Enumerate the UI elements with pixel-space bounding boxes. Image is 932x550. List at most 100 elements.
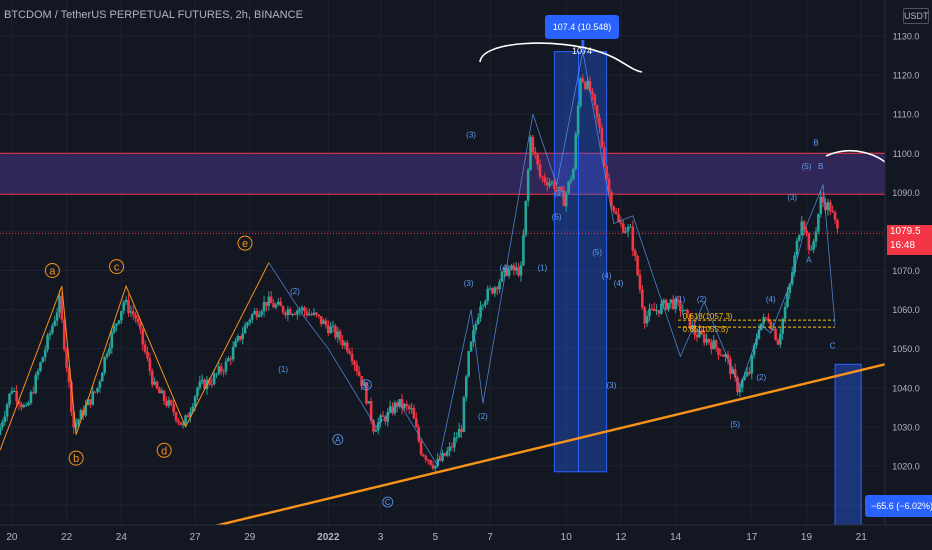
y-tick-label: 1030.0: [892, 422, 920, 432]
measure-label-down[interactable]: −65.6 (−6.02%) −656: [865, 495, 932, 517]
last-price-value: 1079.5: [890, 226, 921, 237]
candle-body: [736, 377, 739, 393]
candle-body: [698, 330, 701, 338]
candle-body: [629, 226, 632, 228]
candle-body: [281, 306, 285, 313]
candle-body: [155, 381, 159, 389]
candle-body: [431, 464, 435, 469]
candle-body: [802, 221, 806, 231]
candle-body: [569, 179, 573, 182]
candle-body: [498, 281, 501, 290]
wave-label: (5): [552, 213, 562, 222]
candle-body: [139, 322, 142, 329]
candle-body: [274, 304, 278, 308]
candle-body: [279, 301, 283, 307]
candle-body: [755, 338, 758, 346]
candle-body: [700, 330, 704, 334]
candle-body: [357, 371, 361, 377]
candle-body: [674, 298, 677, 309]
y-tick-label: 1040.0: [892, 383, 920, 393]
candle-body: [683, 309, 687, 311]
candle-body: [560, 186, 563, 191]
candle-body: [598, 117, 601, 128]
candle-body: [607, 178, 611, 193]
candle-body: [219, 366, 223, 372]
candle-body: [200, 379, 204, 382]
candle-body: [821, 196, 825, 203]
candle-body: [1, 422, 4, 427]
candle-body: [786, 292, 789, 307]
candle-body: [441, 452, 444, 461]
candle-body: [460, 428, 463, 432]
candle-body: [229, 358, 233, 360]
candle-body: [600, 127, 604, 148]
candle-body: [331, 325, 335, 327]
candle-body: [395, 402, 399, 407]
candle-body: [79, 410, 83, 420]
candle-body: [512, 265, 516, 271]
candle-body: [32, 392, 35, 394]
candle-body: [426, 459, 430, 461]
candle-body: [545, 181, 549, 186]
candle-body: [484, 301, 487, 306]
candle-body: [343, 342, 347, 346]
currency-badge[interactable]: USDT: [903, 8, 929, 24]
candle-body: [43, 349, 47, 358]
candle-body: [769, 321, 773, 330]
candle-body: [812, 241, 815, 250]
candle-body: [422, 454, 425, 457]
measure-label-up[interactable]: 107.4 (10.548) 1074: [545, 15, 619, 56]
wave-label: (2): [756, 373, 766, 382]
candle-body: [58, 295, 61, 313]
price-axis: [885, 0, 932, 550]
x-tick-label: 14: [670, 532, 682, 543]
candle-body: [798, 235, 801, 241]
candle-body: [27, 402, 30, 406]
candle-body: [705, 338, 708, 343]
x-tick-label: 20: [6, 532, 18, 543]
wave-circle-d: [156, 442, 172, 458]
candle-body: [748, 371, 751, 374]
candle-body: [174, 412, 178, 421]
wave-circle-e: [237, 235, 253, 251]
candle-body: [0, 426, 2, 435]
candle-body: [146, 351, 149, 359]
top-arc: [479, 42, 643, 73]
candle-body: [124, 299, 128, 303]
candle-body: [464, 376, 468, 398]
candle-body: [562, 190, 566, 207]
candle-body: [500, 272, 504, 282]
wave-circle: [332, 434, 344, 445]
candle-body: [626, 226, 630, 232]
candle-body: [671, 299, 675, 309]
candle-body: [346, 342, 349, 352]
candle-body: [215, 373, 218, 375]
elliott-wave-path: [268, 51, 836, 467]
candle-body: [376, 422, 380, 430]
candle-body: [15, 390, 18, 402]
candle-body: [424, 456, 428, 460]
wave-label: (3): [466, 131, 476, 140]
candle-body: [208, 379, 211, 385]
candle-body: [303, 307, 306, 312]
candle-body: [650, 308, 654, 310]
candle-body: [222, 371, 225, 373]
candle-body: [327, 325, 330, 334]
candle-body: [150, 370, 154, 385]
candle-body: [771, 328, 775, 330]
measure-box-down[interactable]: [834, 363, 862, 526]
candle-body: [679, 301, 682, 312]
x-tick-label: 3: [378, 532, 384, 543]
wave-label: C: [830, 342, 836, 351]
wave-circle-a: [44, 263, 60, 278]
support-trendline[interactable]: [204, 363, 886, 530]
candle-body: [369, 401, 373, 421]
wave-label: (3): [787, 193, 797, 202]
measure-box-up[interactable]: [553, 51, 608, 473]
candle-body: [210, 384, 214, 386]
candle-body: [667, 302, 670, 310]
x-tick-label: 5: [433, 532, 439, 543]
candle-body: [77, 419, 80, 424]
candle-body: [436, 459, 440, 466]
